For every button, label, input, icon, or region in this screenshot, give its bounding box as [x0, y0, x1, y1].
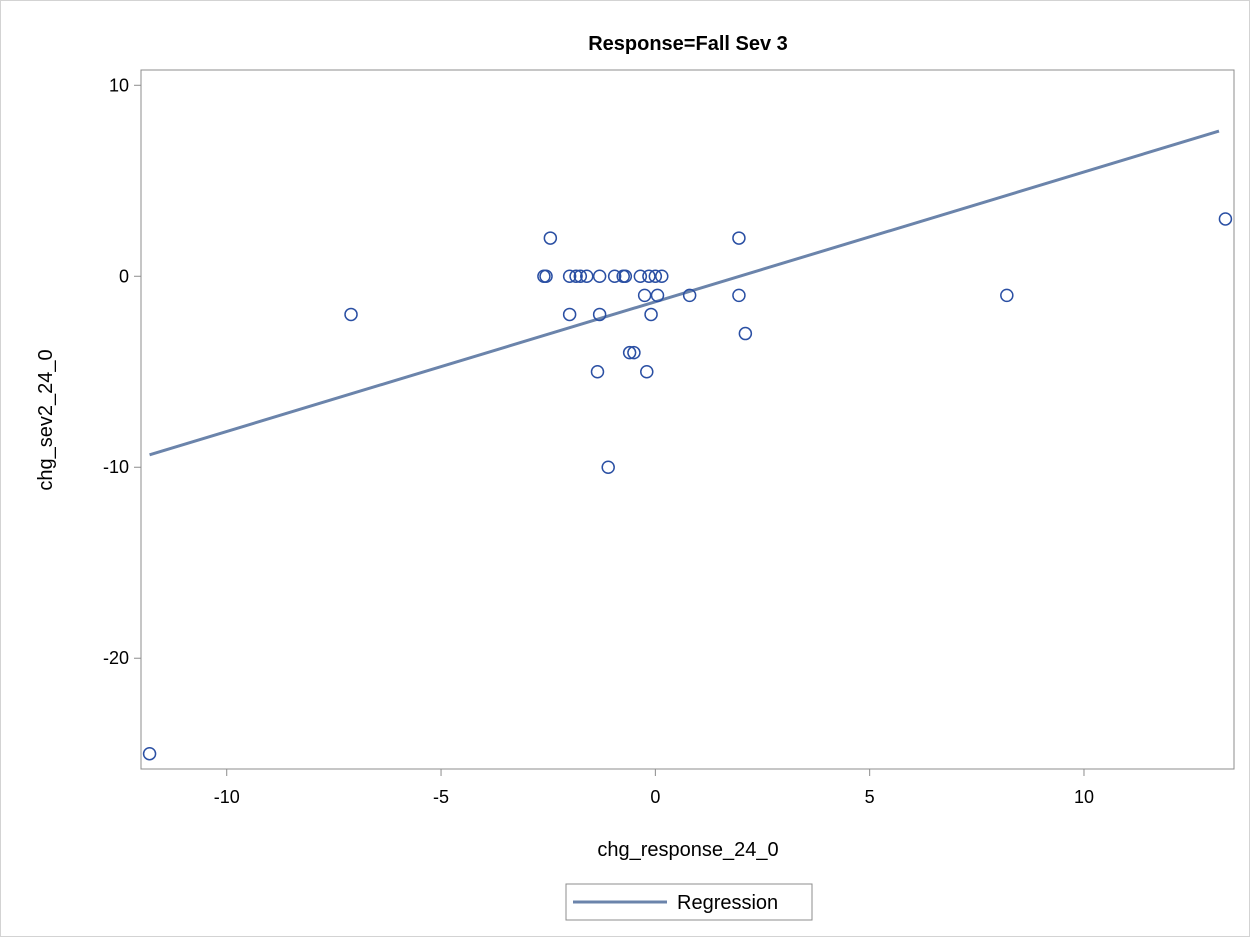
data-point	[618, 269, 633, 284]
data-point	[633, 269, 648, 284]
y-tick-label: -10	[103, 457, 129, 477]
data-point	[607, 269, 622, 284]
data-point	[1000, 288, 1014, 303]
data-point	[543, 231, 558, 245]
data-point	[344, 307, 358, 322]
data-point	[1218, 212, 1233, 226]
data-points	[142, 212, 1233, 761]
data-point	[562, 269, 577, 284]
data-point	[580, 269, 594, 284]
data-point	[655, 269, 669, 284]
plot-area	[140, 69, 1235, 770]
data-point	[682, 288, 697, 303]
y-axis: 10 0 -10 -20	[103, 75, 141, 668]
data-point	[592, 269, 607, 284]
data-point	[642, 269, 656, 284]
x-axis-label: chg_response_24_0	[597, 839, 778, 861]
data-point	[562, 307, 577, 322]
x-tick-label: -5	[433, 787, 449, 807]
data-point	[640, 365, 654, 379]
data-point	[592, 307, 607, 322]
x-tick-label: 10	[1074, 787, 1094, 807]
data-point	[648, 269, 663, 284]
x-axis: -10 -5 0 5 10	[214, 769, 1094, 807]
data-point	[732, 231, 746, 245]
data-point	[539, 269, 553, 284]
data-point	[738, 326, 753, 341]
data-point	[622, 345, 637, 360]
data-point	[569, 269, 583, 284]
y-tick-label: 0	[119, 266, 129, 286]
y-tick-label: -20	[103, 648, 129, 668]
data-point	[627, 345, 641, 360]
data-point	[732, 288, 746, 303]
data-point	[601, 460, 615, 474]
x-tick-label: 5	[865, 787, 875, 807]
data-point	[573, 269, 588, 284]
data-point	[142, 746, 157, 761]
y-tick-label: 10	[109, 75, 129, 95]
data-point	[650, 288, 665, 303]
chart-title: Response=Fall Sev 3	[588, 33, 788, 55]
data-point	[644, 307, 658, 322]
x-tick-label: 0	[650, 787, 660, 807]
data-point	[590, 365, 605, 379]
legend: Regression	[565, 883, 813, 921]
legend-label-regression: Regression	[677, 892, 778, 914]
data-point	[637, 288, 652, 303]
y-axis-label: chg_sev2_24_0	[35, 349, 57, 490]
x-tick-label: -10	[214, 787, 240, 807]
